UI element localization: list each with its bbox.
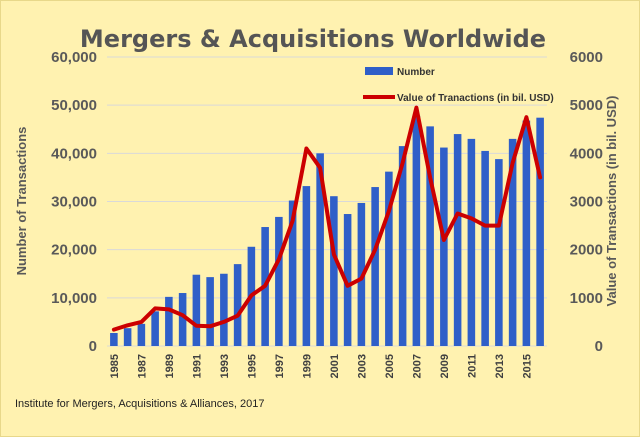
x-tick-label: 1989 bbox=[164, 354, 176, 378]
y-tick-label: 30,000 bbox=[51, 194, 97, 211]
x-tick-label: 1995 bbox=[246, 354, 258, 378]
left-axis-ticks: 0 10,000 20,000 30,000 40,000 50,000 60,000 bbox=[51, 49, 97, 355]
x-tick-label: 2011 bbox=[466, 354, 478, 378]
legend-label-value: Value of Tranactions (in bil. USD) bbox=[397, 93, 554, 104]
x-tick-label: 1985 bbox=[109, 354, 121, 378]
bar bbox=[288, 200, 297, 346]
chart-title: Mergers & Acquisitions Worldwide bbox=[80, 25, 546, 53]
x-tick-label: 2013 bbox=[494, 354, 506, 378]
y2-tick-label: 5000 bbox=[570, 97, 603, 114]
bar bbox=[495, 159, 503, 346]
y-tick-label: 20,000 bbox=[51, 242, 97, 259]
y-tick-label: 10,000 bbox=[51, 290, 97, 307]
bar bbox=[206, 277, 214, 346]
bar bbox=[508, 138, 517, 346]
y2-tick-label: 3000 bbox=[570, 194, 603, 211]
bar bbox=[137, 323, 146, 346]
x-tick-label: 1997 bbox=[274, 354, 286, 378]
legend-swatch-number bbox=[365, 67, 393, 75]
bar bbox=[343, 214, 352, 346]
x-tick-label: 2009 bbox=[439, 354, 451, 378]
bar bbox=[536, 117, 544, 346]
x-tick-label: 1993 bbox=[219, 354, 231, 378]
y2-tick-label: 2000 bbox=[570, 242, 603, 259]
bar bbox=[178, 293, 187, 346]
y-tick-label: 60,000 bbox=[51, 49, 97, 66]
right-axis-ticks: 0 1000 2000 3000 4000 5000 6000 bbox=[570, 49, 603, 355]
y-tick-label: 40,000 bbox=[51, 145, 97, 162]
bar bbox=[220, 273, 228, 346]
bar bbox=[316, 153, 324, 346]
x-tick-label: 2007 bbox=[411, 354, 423, 378]
bar bbox=[330, 196, 338, 346]
x-tick-label: 1999 bbox=[301, 354, 313, 378]
bar bbox=[151, 311, 159, 346]
y2-tick-label: 0 bbox=[595, 338, 603, 355]
bar bbox=[123, 328, 132, 346]
bar bbox=[385, 171, 393, 346]
bar bbox=[398, 146, 407, 346]
legend-label-number: Number bbox=[397, 67, 435, 78]
bar bbox=[440, 147, 448, 346]
bar bbox=[522, 120, 531, 346]
bar bbox=[412, 115, 421, 346]
y-tick-label: 50,000 bbox=[51, 97, 97, 114]
bar bbox=[110, 332, 118, 346]
bar bbox=[453, 134, 462, 346]
x-tick-label: 2003 bbox=[356, 354, 368, 378]
bar bbox=[481, 150, 489, 346]
bar bbox=[426, 126, 434, 346]
bar bbox=[467, 138, 476, 346]
value-line bbox=[111, 105, 543, 332]
y-axis-label: Number of Transactions bbox=[14, 127, 29, 276]
line-series bbox=[111, 105, 543, 332]
y2-tick-label: 4000 bbox=[570, 145, 603, 162]
bar bbox=[192, 274, 201, 346]
bar bbox=[302, 186, 311, 346]
x-tick-label: 1991 bbox=[191, 354, 203, 378]
bar bbox=[165, 296, 173, 346]
x-tick-label: 2001 bbox=[329, 354, 341, 378]
bar-series bbox=[110, 115, 544, 346]
source-note: Institute for Mergers, Acquisitions & Al… bbox=[15, 398, 264, 410]
x-tick-label: 2005 bbox=[384, 354, 396, 378]
y2-tick-label: 6000 bbox=[570, 49, 603, 66]
x-tick-label: 2015 bbox=[521, 354, 533, 378]
x-axis-ticks: 1985 1987 1989 1991 1993 1995 1997 1999 2001 2003… bbox=[109, 354, 534, 378]
x-tick-label: 1987 bbox=[136, 354, 148, 378]
y2-tick-label: 1000 bbox=[570, 290, 603, 307]
bar bbox=[371, 187, 379, 346]
bar bbox=[275, 216, 283, 346]
bar bbox=[233, 264, 242, 346]
y-tick-label: 0 bbox=[89, 338, 97, 355]
y2-axis-label: Value of Transactions (in bil. USD) bbox=[604, 96, 619, 307]
legend: Number Value of Tranactions (in bil. USD… bbox=[363, 67, 554, 104]
